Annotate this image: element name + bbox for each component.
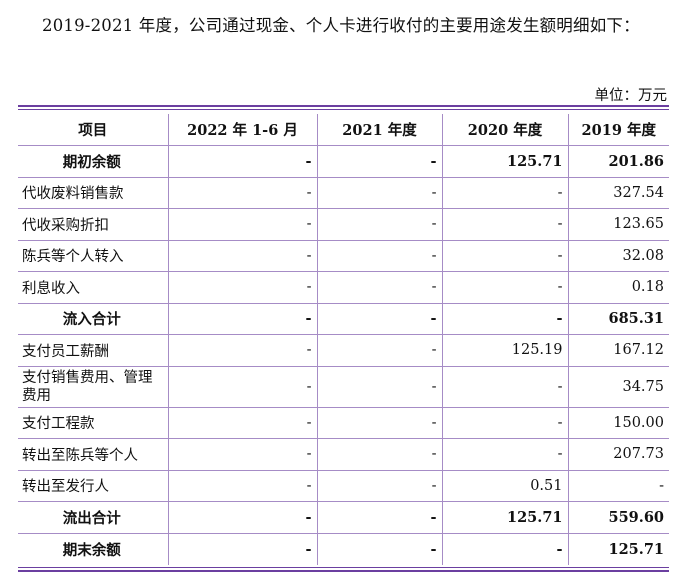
- row-label: 流入合计: [18, 302, 169, 335]
- row-value: -: [441, 406, 569, 439]
- row-value: 34.75: [567, 365, 669, 408]
- row-value: -: [167, 271, 318, 304]
- row-label: 陈兵等个人转入: [18, 239, 169, 272]
- row-value: -: [316, 145, 443, 178]
- row-value: -: [316, 501, 443, 534]
- row-value: 125.71: [441, 145, 569, 178]
- row-value: -: [316, 271, 443, 304]
- table-row: 期初余额 - -125.71 201.86: [18, 145, 669, 178]
- table-row: 陈兵等个人转入 - - -32.08: [18, 239, 669, 272]
- row-value: -: [316, 176, 443, 209]
- table-row: 流出合计 - -125.71 559.60: [18, 501, 669, 534]
- table-row: 支付销售费用、管理费用 - - -34.75: [18, 365, 669, 408]
- row-value: 125.19: [441, 334, 569, 367]
- row-value: -: [316, 532, 443, 565]
- row-value: -: [167, 239, 318, 272]
- row-label: 流出合计: [18, 501, 169, 534]
- table-row: 利息收入 - - -0.18: [18, 271, 669, 304]
- row-value: -: [316, 438, 443, 471]
- row-value: -: [441, 208, 569, 241]
- table-row: 支付员工薪酬 - -125.19 167.12: [18, 334, 669, 367]
- unit-label: 单位：万元: [594, 88, 668, 104]
- header-item: 项目: [18, 114, 169, 146]
- row-value: -: [441, 176, 569, 209]
- cash-flow-table: 项目 2022 年 1-6 月 2021 年度 2020 年度 2019 年度 …: [18, 114, 669, 565]
- row-value: -: [316, 208, 443, 241]
- row-value: -: [441, 239, 569, 272]
- row-value: -: [167, 438, 318, 471]
- row-value: -: [441, 271, 569, 304]
- row-value: -: [167, 365, 318, 408]
- table-top-rule: [18, 105, 669, 110]
- row-value: -: [167, 469, 318, 502]
- row-value: 32.08: [567, 239, 669, 272]
- header-row: 项目 2022 年 1-6 月 2021 年度 2020 年度 2019 年度: [18, 114, 669, 146]
- row-value: 685.31: [567, 302, 669, 335]
- row-value: -: [167, 406, 318, 439]
- table-row: 流入合计 - - -685.31: [18, 302, 669, 335]
- row-value: 559.60: [567, 501, 669, 534]
- row-value: 0.18: [567, 271, 669, 304]
- row-label: 支付员工薪酬: [18, 334, 169, 367]
- row-value: -: [167, 176, 318, 209]
- row-value: -: [316, 302, 443, 335]
- row-value: 125.71: [567, 532, 669, 565]
- row-value: -: [167, 501, 318, 534]
- row-value: 167.12: [567, 334, 669, 367]
- row-value: 207.73: [567, 438, 669, 471]
- row-label: 代收废料销售款: [18, 176, 169, 209]
- header-2022-h1: 2022 年 1-6 月: [167, 114, 318, 146]
- row-value: -: [167, 145, 318, 178]
- row-label: 支付销售费用、管理费用: [18, 365, 169, 408]
- row-value: 123.65: [567, 208, 669, 241]
- row-value: -: [441, 532, 569, 565]
- row-label: 转出至发行人: [18, 469, 169, 502]
- row-value: -: [441, 302, 569, 335]
- row-value: -: [167, 302, 318, 335]
- header-2019: 2019 年度: [567, 114, 669, 146]
- header-2021: 2021 年度: [316, 114, 443, 146]
- row-value: -: [441, 365, 569, 408]
- table-row: 支付工程款 - - -150.00: [18, 406, 669, 439]
- row-label: 利息收入: [18, 271, 169, 304]
- table-bottom-rule: [18, 567, 669, 572]
- row-label: 期初余额: [18, 145, 169, 178]
- row-value: -: [316, 406, 443, 439]
- row-label: 支付工程款: [18, 406, 169, 439]
- row-label: 期末余额: [18, 532, 169, 565]
- row-value: -: [167, 532, 318, 565]
- row-value: -: [167, 208, 318, 241]
- table-row: 转出至陈兵等个人 - - -207.73: [18, 438, 669, 471]
- row-value: 125.71: [441, 501, 569, 534]
- row-value: 150.00: [567, 406, 669, 439]
- table-row: 期末余额 - - -125.71: [18, 532, 669, 565]
- row-value: 327.54: [567, 176, 669, 209]
- row-value: -: [316, 469, 443, 502]
- table-row: 代收废料销售款 - - -327.54: [18, 176, 669, 209]
- row-value: -: [316, 365, 443, 408]
- row-value: -: [316, 239, 443, 272]
- row-label: 代收采购折扣: [18, 208, 169, 241]
- row-value: 201.86: [567, 145, 669, 178]
- table-row: 转出至发行人 - -0.51-: [18, 469, 669, 502]
- row-value: -: [316, 334, 443, 367]
- row-value: -: [441, 438, 569, 471]
- header-2020: 2020 年度: [441, 114, 569, 146]
- table-row: 代收采购折扣 - - -123.65: [18, 208, 669, 241]
- row-value: 0.51: [441, 469, 569, 502]
- row-value: -: [167, 334, 318, 367]
- row-value: -: [567, 469, 669, 502]
- row-label: 转出至陈兵等个人: [18, 438, 169, 471]
- intro-paragraph: 2019-2021 年度，公司通过现金、个人卡进行收付的主要用途发生额明细如下：: [42, 16, 640, 35]
